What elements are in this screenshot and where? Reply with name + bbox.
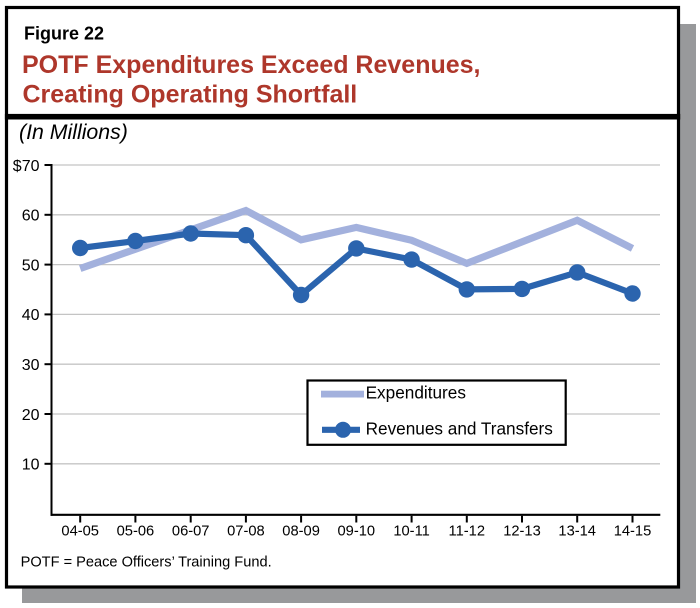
svg-text:Figure 22: Figure 22	[24, 23, 104, 43]
svg-text:04-05: 04-05	[61, 523, 99, 539]
svg-text:20: 20	[22, 407, 40, 424]
svg-text:Creating Operating Shortfall: Creating Operating Shortfall	[23, 81, 358, 109]
svg-text:05-06: 05-06	[117, 523, 155, 539]
svg-text:14-15: 14-15	[614, 523, 652, 539]
svg-text:12-13: 12-13	[503, 523, 541, 539]
svg-text:Expenditures: Expenditures	[366, 383, 466, 403]
svg-text:10-11: 10-11	[393, 523, 429, 539]
svg-text:07-08: 07-08	[227, 523, 265, 539]
svg-text:08-09: 08-09	[282, 523, 320, 539]
svg-text:POTF Expenditures Exceed Reven: POTF Expenditures Exceed Revenues,	[22, 51, 481, 79]
svg-text:09-10: 09-10	[338, 523, 376, 539]
svg-text:40: 40	[22, 307, 40, 324]
svg-text:11-12: 11-12	[449, 523, 485, 539]
svg-text:10: 10	[22, 457, 40, 474]
svg-text:Revenues and Transfers: Revenues and Transfers	[366, 418, 553, 438]
svg-text:13-14: 13-14	[558, 523, 596, 539]
svg-text:(In Millions): (In Millions)	[19, 120, 128, 144]
svg-text:POTF = Peace Officers’ Trainin: POTF = Peace Officers’ Training Fund.	[21, 554, 272, 570]
svg-text:$70: $70	[13, 158, 40, 175]
svg-text:06-07: 06-07	[172, 523, 210, 539]
svg-text:50: 50	[22, 257, 40, 274]
svg-text:30: 30	[22, 357, 40, 374]
svg-text:60: 60	[22, 208, 40, 225]
